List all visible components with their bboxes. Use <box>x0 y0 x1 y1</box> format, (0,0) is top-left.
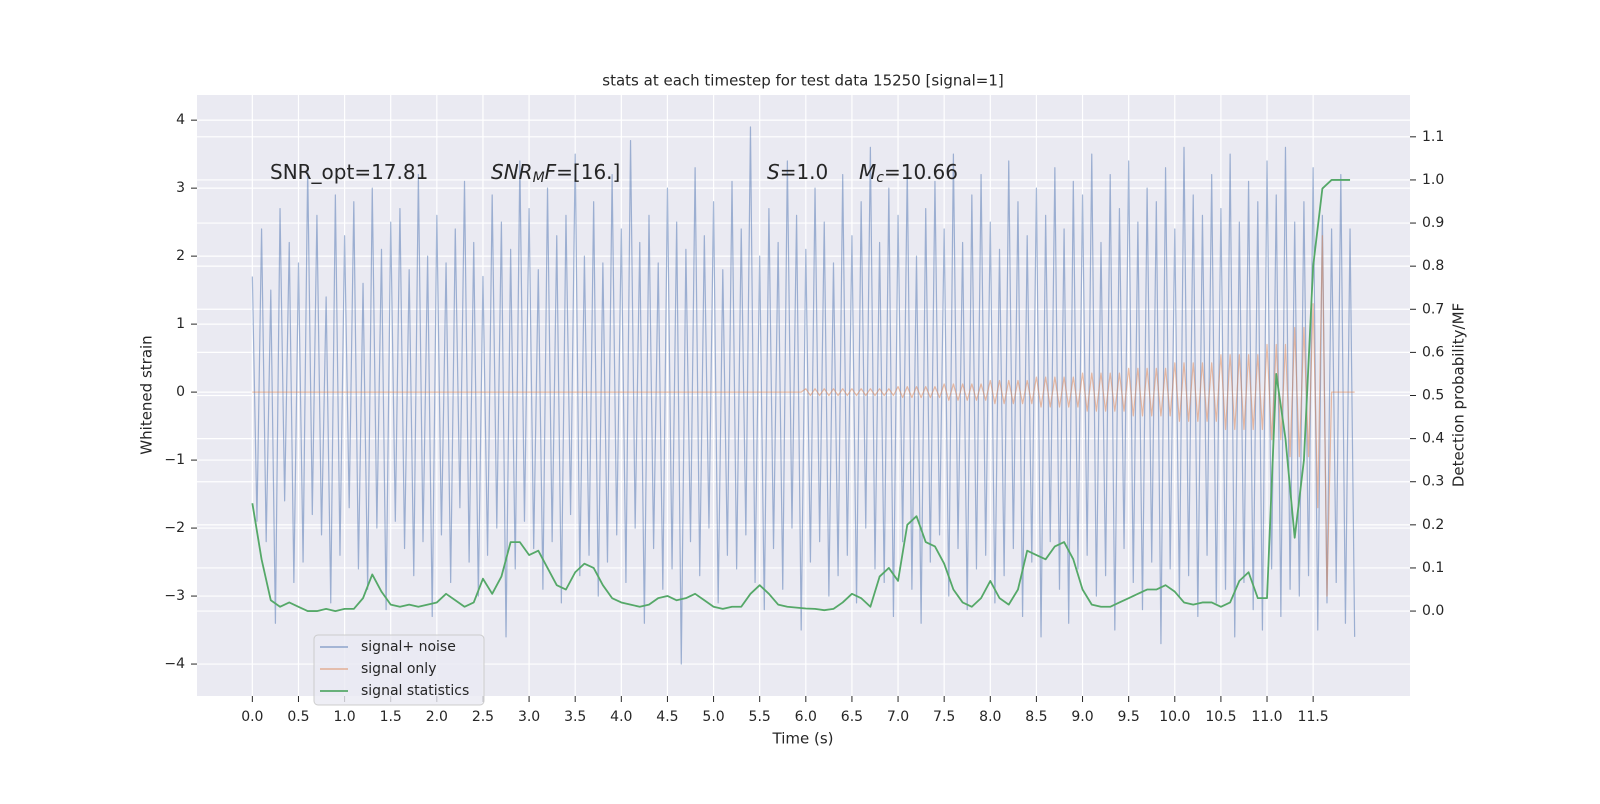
x-axis-label: Time (s) <box>772 730 834 748</box>
y-tick-label: 4 <box>176 112 185 128</box>
legend-label: signal statistics <box>361 683 469 699</box>
y2-axis-label: Detection probability/MF <box>1450 303 1468 487</box>
x-tick-label: 0.0 <box>241 709 263 725</box>
y2-tick-label: 0.3 <box>1422 474 1444 490</box>
x-tick-label: 5.5 <box>749 709 771 725</box>
x-tick-label: 0.5 <box>287 709 309 725</box>
annotation-part: =1.0 <box>780 160 829 184</box>
x-tick-label: 2.5 <box>472 709 494 725</box>
y2-tick-label: 0.9 <box>1422 215 1444 231</box>
x-tick-label: 9.5 <box>1118 709 1140 725</box>
x-tick-label: 1.0 <box>333 709 355 725</box>
legend-label: signal+ noise <box>361 639 456 655</box>
x-tick-label: 11.5 <box>1298 709 1329 725</box>
annotation: Mc=10.66 <box>859 160 958 187</box>
series-line <box>251 126 1356 665</box>
annotation-part: F <box>545 160 557 184</box>
y-tick-label: −1 <box>164 452 185 468</box>
x-tick-label: 7.0 <box>887 709 909 725</box>
annotation-part: SNR <box>491 160 533 184</box>
x-tick-label: 3.5 <box>564 709 586 725</box>
y-tick-label: 1 <box>176 316 185 332</box>
y2-tick-label: 0.6 <box>1422 344 1444 360</box>
annotation-part: c <box>876 170 884 186</box>
x-tick-label: 8.5 <box>1025 709 1047 725</box>
annotation-part: M <box>533 170 545 186</box>
y-axis-label: Whitened strain <box>138 335 156 454</box>
y2-tick-label: 1.0 <box>1422 172 1444 188</box>
x-tick-label: 7.5 <box>933 709 955 725</box>
y-tick-label: −2 <box>164 520 185 536</box>
y2-tick-label: 0.4 <box>1422 431 1444 447</box>
x-tick-label: 4.5 <box>656 709 678 725</box>
legend-label: signal only <box>361 661 436 677</box>
annotation: SNR_opt=17.81 <box>270 160 428 184</box>
y2-tick-label: 0.8 <box>1422 258 1444 274</box>
y-tick-label: −4 <box>164 656 185 672</box>
annotation: S=1.0 <box>767 160 828 184</box>
annotation-part: =10.66 <box>884 160 958 184</box>
x-tick-label: 11.0 <box>1251 709 1282 725</box>
series-line <box>251 179 1351 612</box>
y2-tick-label: 0.0 <box>1422 603 1444 619</box>
annotation-part: SNR_opt=17.81 <box>270 160 428 184</box>
y2-tick-label: 0.2 <box>1422 517 1444 533</box>
y2-tick-label: 0.1 <box>1422 560 1444 576</box>
annotation-part: M <box>859 160 876 184</box>
series-line <box>252 235 1355 597</box>
y-tick-label: −3 <box>164 588 185 604</box>
y-tick-label: 0 <box>176 384 185 400</box>
legend-box <box>313 634 485 706</box>
annotation-part: S <box>767 160 780 184</box>
y2-tick-label: 0.5 <box>1422 388 1444 404</box>
annotation: SNRMF=[16.] <box>491 160 620 187</box>
chart-title: stats at each timestep for test data 152… <box>602 72 1003 90</box>
x-tick-label: 4.0 <box>610 709 632 725</box>
y2-tick-label: 1.1 <box>1422 129 1444 145</box>
x-tick-label: 3.0 <box>518 709 540 725</box>
x-tick-label: 10.0 <box>1159 709 1190 725</box>
annotation-part: =[16.] <box>556 160 620 184</box>
x-tick-label: 2.0 <box>426 709 448 725</box>
x-tick-label: 6.5 <box>841 709 863 725</box>
x-tick-label: 5.0 <box>702 709 724 725</box>
y-tick-label: 3 <box>176 180 185 196</box>
y-tick-label: 2 <box>176 248 185 264</box>
x-tick-label: 8.0 <box>979 709 1001 725</box>
x-tick-label: 1.5 <box>380 709 402 725</box>
x-tick-label: 9.0 <box>1071 709 1093 725</box>
x-tick-label: 6.0 <box>795 709 817 725</box>
y2-tick-label: 0.7 <box>1422 301 1444 317</box>
x-tick-label: 10.5 <box>1205 709 1236 725</box>
